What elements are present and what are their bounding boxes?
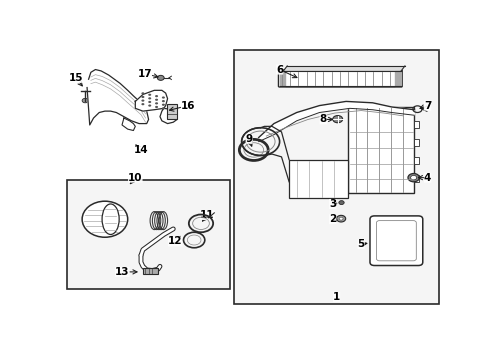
Polygon shape bbox=[283, 66, 405, 71]
Circle shape bbox=[148, 104, 151, 107]
Circle shape bbox=[333, 116, 343, 123]
Text: 17: 17 bbox=[138, 69, 158, 79]
Bar bbox=[289, 159, 348, 198]
Circle shape bbox=[411, 175, 416, 180]
Circle shape bbox=[339, 201, 344, 204]
Text: 8: 8 bbox=[319, 114, 333, 125]
Bar bbox=[348, 107, 415, 193]
Text: 5: 5 bbox=[358, 239, 367, 249]
Circle shape bbox=[142, 103, 145, 105]
Text: 6: 6 bbox=[276, 64, 297, 78]
Text: 1: 1 bbox=[333, 292, 340, 302]
Circle shape bbox=[142, 92, 145, 94]
Bar bbox=[415, 157, 419, 164]
FancyBboxPatch shape bbox=[370, 216, 423, 266]
Ellipse shape bbox=[82, 201, 128, 237]
Circle shape bbox=[155, 102, 158, 104]
Circle shape bbox=[142, 99, 145, 102]
Circle shape bbox=[408, 174, 419, 182]
Text: 9: 9 bbox=[245, 134, 253, 146]
Bar bbox=[234, 50, 439, 304]
Polygon shape bbox=[122, 118, 135, 131]
Polygon shape bbox=[135, 90, 177, 123]
Circle shape bbox=[162, 96, 165, 99]
Polygon shape bbox=[395, 71, 401, 86]
Polygon shape bbox=[259, 102, 415, 141]
Text: 4: 4 bbox=[418, 173, 431, 183]
Circle shape bbox=[157, 75, 164, 80]
Text: 2: 2 bbox=[329, 214, 337, 224]
FancyBboxPatch shape bbox=[278, 70, 402, 87]
Bar bbox=[67, 180, 230, 288]
Circle shape bbox=[142, 96, 145, 98]
FancyBboxPatch shape bbox=[376, 221, 416, 261]
Bar bbox=[167, 104, 177, 118]
Circle shape bbox=[148, 94, 151, 96]
Text: 10: 10 bbox=[128, 173, 143, 184]
Circle shape bbox=[162, 104, 165, 106]
Circle shape bbox=[155, 106, 158, 108]
Bar bbox=[143, 268, 158, 274]
Bar bbox=[415, 121, 419, 128]
Text: 3: 3 bbox=[329, 199, 337, 209]
Circle shape bbox=[339, 217, 343, 220]
Text: 7: 7 bbox=[420, 100, 431, 111]
Circle shape bbox=[155, 99, 158, 101]
Bar bbox=[415, 175, 419, 182]
Text: 15: 15 bbox=[69, 73, 83, 86]
Circle shape bbox=[162, 107, 165, 109]
Polygon shape bbox=[280, 71, 285, 86]
Ellipse shape bbox=[102, 204, 119, 234]
Circle shape bbox=[337, 215, 345, 222]
Bar bbox=[415, 139, 419, 146]
Circle shape bbox=[162, 100, 165, 102]
Text: 14: 14 bbox=[134, 145, 148, 155]
Text: 16: 16 bbox=[170, 100, 196, 111]
Text: 11: 11 bbox=[200, 210, 215, 221]
Circle shape bbox=[82, 98, 88, 103]
Circle shape bbox=[148, 97, 151, 99]
Circle shape bbox=[155, 95, 158, 97]
Text: 12: 12 bbox=[168, 236, 182, 246]
Circle shape bbox=[148, 101, 151, 103]
Polygon shape bbox=[87, 69, 148, 125]
Text: 13: 13 bbox=[115, 267, 137, 277]
